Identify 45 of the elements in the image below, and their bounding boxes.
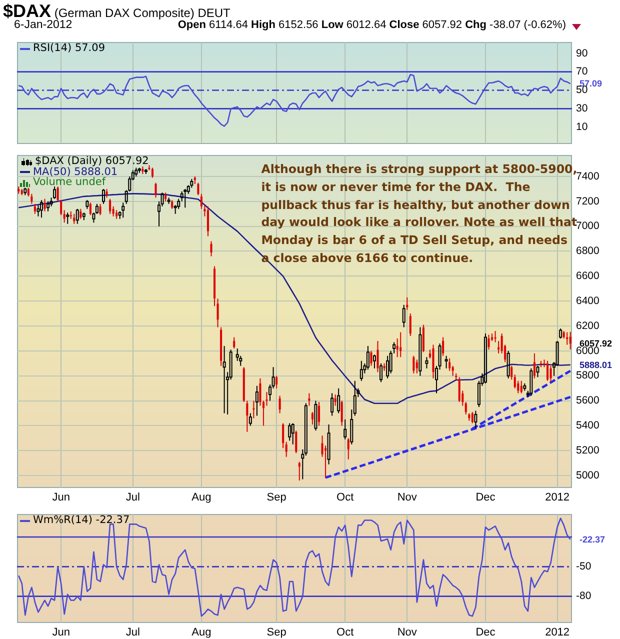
x-tick-label: Oct bbox=[336, 492, 354, 504]
x-tick-label: Aug bbox=[192, 626, 212, 639]
y-tick-label: 6400 bbox=[576, 294, 600, 307]
legend-label: RSI(14) 57.09 bbox=[33, 42, 106, 54]
data-label: -22.37 bbox=[580, 534, 606, 544]
x-tick-label: 2012 bbox=[545, 492, 570, 504]
y-tick-label: 7200 bbox=[576, 195, 600, 208]
y-tick-label: 6600 bbox=[576, 270, 600, 282]
x-tick-label: Dec bbox=[476, 492, 496, 504]
legend-label: MA(50) 5888.01 bbox=[33, 166, 118, 178]
y-tick-label: 5000 bbox=[576, 469, 600, 482]
chart-subtitle: 6-Jan-2012 bbox=[14, 19, 72, 31]
legend-title: $DAX (Daily) 6057.92 bbox=[35, 155, 149, 168]
y-tick-label: -80 bbox=[576, 590, 592, 602]
x-tick-label: Sep bbox=[266, 626, 286, 639]
y-tick-label: 5800 bbox=[576, 370, 600, 382]
y-tick-label: 70 bbox=[576, 66, 588, 78]
chart-title: $DAX (German DAX Composite) DEUT bbox=[3, 1, 230, 21]
x-tick-label: Nov bbox=[397, 626, 418, 639]
y-tick-label: 7000 bbox=[576, 220, 600, 232]
y-tick-label: 30 bbox=[576, 102, 588, 115]
x-tick-label: Jul bbox=[126, 626, 140, 639]
legend-label: Wm%R(14) -22.37 bbox=[33, 514, 130, 526]
x-tick-label: Jun bbox=[52, 492, 70, 504]
x-tick-label: Jun bbox=[52, 626, 70, 639]
y-tick-label: 5400 bbox=[576, 420, 600, 432]
y-tick-label: 5200 bbox=[576, 444, 600, 457]
y-tick-label: 50 bbox=[576, 84, 588, 96]
y-tick-label: 10 bbox=[576, 121, 588, 133]
y-tick-label: -50 bbox=[576, 560, 592, 573]
x-tick-label: Aug bbox=[192, 492, 212, 504]
annotation: Volume undef bbox=[33, 176, 106, 188]
x-tick-label: Jul bbox=[126, 492, 140, 504]
text: Open 6114.64 High 6152.56 Low 6012.64 Close 6057.92 Chg -38.07 (-0.62%) bbox=[178, 19, 566, 31]
y-tick-label: 6800 bbox=[576, 245, 600, 258]
y-tick-label: 6200 bbox=[576, 320, 600, 332]
data-label: 5888.01 bbox=[580, 360, 612, 370]
y-tick-label: 5600 bbox=[576, 394, 600, 407]
y-tick-label: 90 bbox=[576, 47, 588, 60]
x-tick-label: 2012 bbox=[545, 626, 570, 639]
x-tick-label: Nov bbox=[397, 492, 418, 504]
x-tick-label: Dec bbox=[476, 626, 496, 639]
y-tick-label: 7400 bbox=[576, 170, 600, 182]
x-tick-label: Oct bbox=[336, 626, 354, 639]
x-tick-label: Sep bbox=[266, 492, 286, 504]
